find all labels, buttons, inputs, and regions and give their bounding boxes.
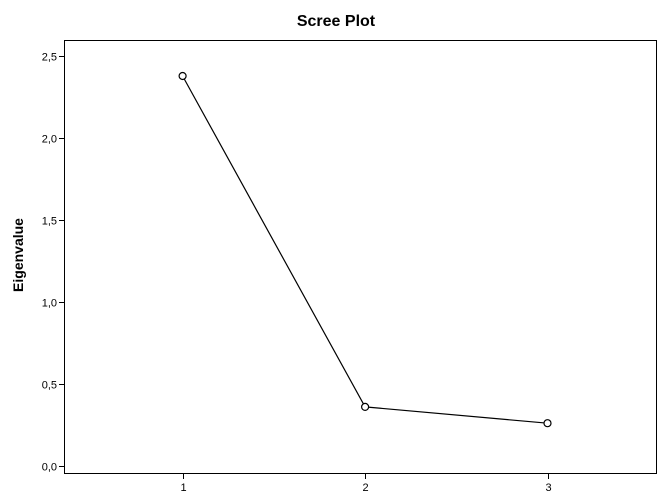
x-axis: 1 2 3 [180,474,552,493]
data-point-marker [178,71,187,81]
y-tick-label: 1,0 [42,298,57,310]
chart-title: Scree Plot [297,13,376,30]
data-point-marker [543,419,552,428]
y-tick-label: 1,5 [42,216,57,228]
y-tick-label: 2,5 [42,52,57,64]
y-tick-label: 0,0 [42,462,57,474]
x-tick-label: 1 [180,482,186,493]
y-axis-label: Eigenvalue [10,218,26,292]
y-tick-label: 0,5 [42,380,57,392]
x-tick-label: 2 [362,482,368,493]
eigenvalue-series [178,71,552,428]
y-tick-label: 2,0 [42,134,57,146]
x-tick-label: 3 [545,482,551,493]
y-axis: 0,0 0,5 1,0 1,5 2,0 2,5 [42,52,64,474]
data-point-marker [361,402,370,411]
plot-area-frame [64,40,657,474]
